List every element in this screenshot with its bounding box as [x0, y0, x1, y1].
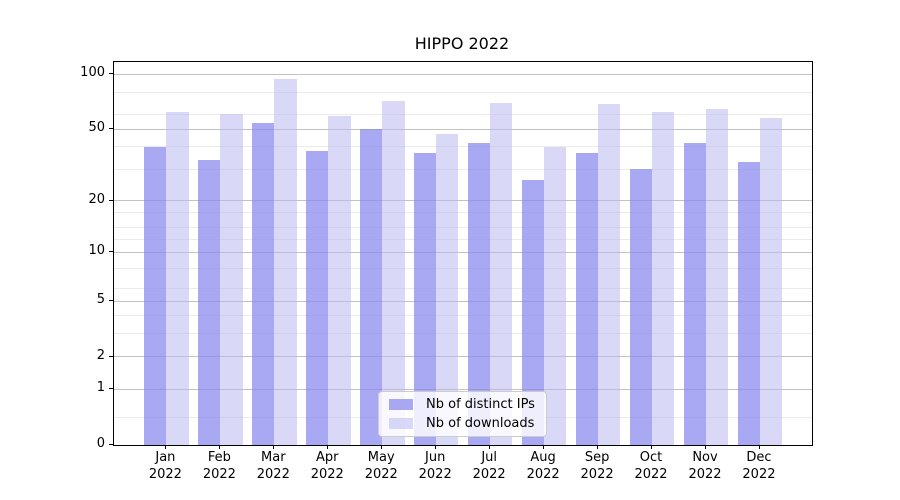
x-tick-label: Aug 2022: [526, 450, 560, 482]
y-tick-mark: [109, 388, 113, 390]
x-tick-mark: [705, 445, 706, 449]
x-tick-mark: [381, 445, 383, 449]
x-tick-mark: [219, 445, 221, 449]
plot-area: [113, 61, 813, 446]
bar-nb-of-distinct-ips: [144, 146, 167, 445]
y-tick-mark: [109, 444, 113, 445]
legend-label-downloads: Nb of downloads: [426, 416, 535, 432]
bar-nb-of-distinct-ips: [413, 152, 437, 445]
bar-nb-of-downloads: [706, 108, 729, 445]
gridline-minor: [114, 212, 812, 214]
bar-nb-of-distinct-ips: [359, 129, 383, 445]
gridline-major: [114, 388, 812, 390]
x-tick-label: Jul 2022: [472, 450, 506, 482]
y-tick-mark: [109, 300, 113, 302]
x-tick-label: Feb 2022: [202, 450, 236, 482]
gridline-minor: [114, 227, 812, 229]
bar-nb-of-downloads: [328, 116, 351, 445]
x-tick-mark: [435, 445, 437, 449]
y-tick-label: 100: [80, 65, 105, 81]
x-tick-mark: [543, 445, 545, 449]
y-tick-label: 2: [96, 347, 105, 363]
bar-nb-of-distinct-ips: [467, 143, 491, 445]
bar-nb-of-downloads: [436, 134, 459, 445]
x-tick-label: Mar 2022: [256, 450, 290, 482]
bar-nb-of-distinct-ips: [521, 180, 545, 445]
y-tick-label: 20: [88, 191, 105, 207]
bar-nb-of-distinct-ips: [737, 161, 760, 445]
x-tick-label: Apr 2022: [310, 450, 344, 482]
gridline-minor: [114, 91, 812, 93]
y-tick-label: 1: [96, 380, 105, 396]
chart-title: HIPPO 2022: [414, 34, 510, 53]
bar-nb-of-downloads: [274, 79, 297, 445]
legend: Nb of distinct IPs Nb of downloads: [378, 391, 547, 437]
y-tick-label: 0: [96, 436, 105, 451]
gridline-minor: [114, 168, 812, 170]
bar-nb-of-downloads: [382, 100, 405, 445]
x-tick-label: May 2022: [364, 450, 398, 482]
bar-nb-of-distinct-ips: [305, 150, 329, 445]
x-tick-mark: [651, 445, 653, 449]
bar-nb-of-downloads: [652, 112, 675, 445]
x-tick-mark: [758, 445, 760, 449]
x-tick-label: Dec 2022: [742, 450, 776, 482]
x-tick-mark: [165, 445, 167, 449]
y-tick-label: 5: [96, 292, 105, 308]
gridline-major: [114, 73, 812, 75]
y-tick-mark: [109, 355, 113, 357]
y-tick-label: 10: [88, 243, 105, 259]
x-tick-mark: [273, 445, 275, 449]
y-tick-label: 50: [88, 120, 105, 136]
x-tick-label: Nov 2022: [688, 450, 722, 482]
gridline-major: [114, 356, 812, 358]
y-tick-mark: [109, 73, 113, 75]
gridline-minor: [114, 333, 812, 335]
x-tick-label: Sep 2022: [580, 450, 614, 482]
legend-row-downloads: Nb of downloads: [379, 416, 546, 431]
x-tick-label: Jan 2022: [148, 450, 182, 482]
gridline-minor: [114, 315, 812, 317]
bar-nb-of-downloads: [166, 112, 189, 445]
bar-nb-of-downloads: [759, 117, 783, 445]
x-tick-mark: [327, 445, 329, 449]
legend-label-distinct-ips: Nb of distinct IPs: [426, 396, 535, 412]
bar-nb-of-downloads: [544, 146, 567, 445]
gridline-minor: [114, 288, 812, 290]
gridline-minor: [114, 146, 812, 148]
x-tick-mark: [597, 445, 599, 449]
gridline-minor: [114, 114, 812, 116]
bar-nb-of-distinct-ips: [629, 169, 653, 445]
x-tick-mark: [489, 445, 491, 449]
gridline-major: [114, 128, 812, 130]
gridline-major: [114, 251, 812, 253]
x-tick-label: Oct 2022: [634, 450, 668, 482]
gridline-major: [114, 200, 812, 202]
bar-nb-of-distinct-ips: [575, 152, 599, 445]
bar-nb-of-distinct-ips: [252, 123, 275, 445]
gridline-minor: [114, 238, 812, 240]
legend-swatch-distinct-ips: [389, 398, 413, 410]
y-tick-mark: [109, 199, 113, 201]
bar-nb-of-distinct-ips: [683, 143, 706, 445]
bar-nb-of-downloads: [598, 103, 621, 445]
gridline-major: [114, 300, 812, 302]
y-tick-mark: [109, 251, 113, 253]
gridline-minor: [114, 268, 812, 270]
bar-nb-of-downloads: [220, 113, 243, 445]
y-tick-mark: [109, 128, 113, 130]
legend-row-distinct-ips: Nb of distinct IPs: [379, 397, 546, 412]
x-tick-label: Jun 2022: [418, 450, 452, 482]
bar-nb-of-downloads: [490, 102, 513, 445]
legend-swatch-downloads: [389, 418, 413, 430]
bar-nb-of-distinct-ips: [198, 159, 221, 445]
